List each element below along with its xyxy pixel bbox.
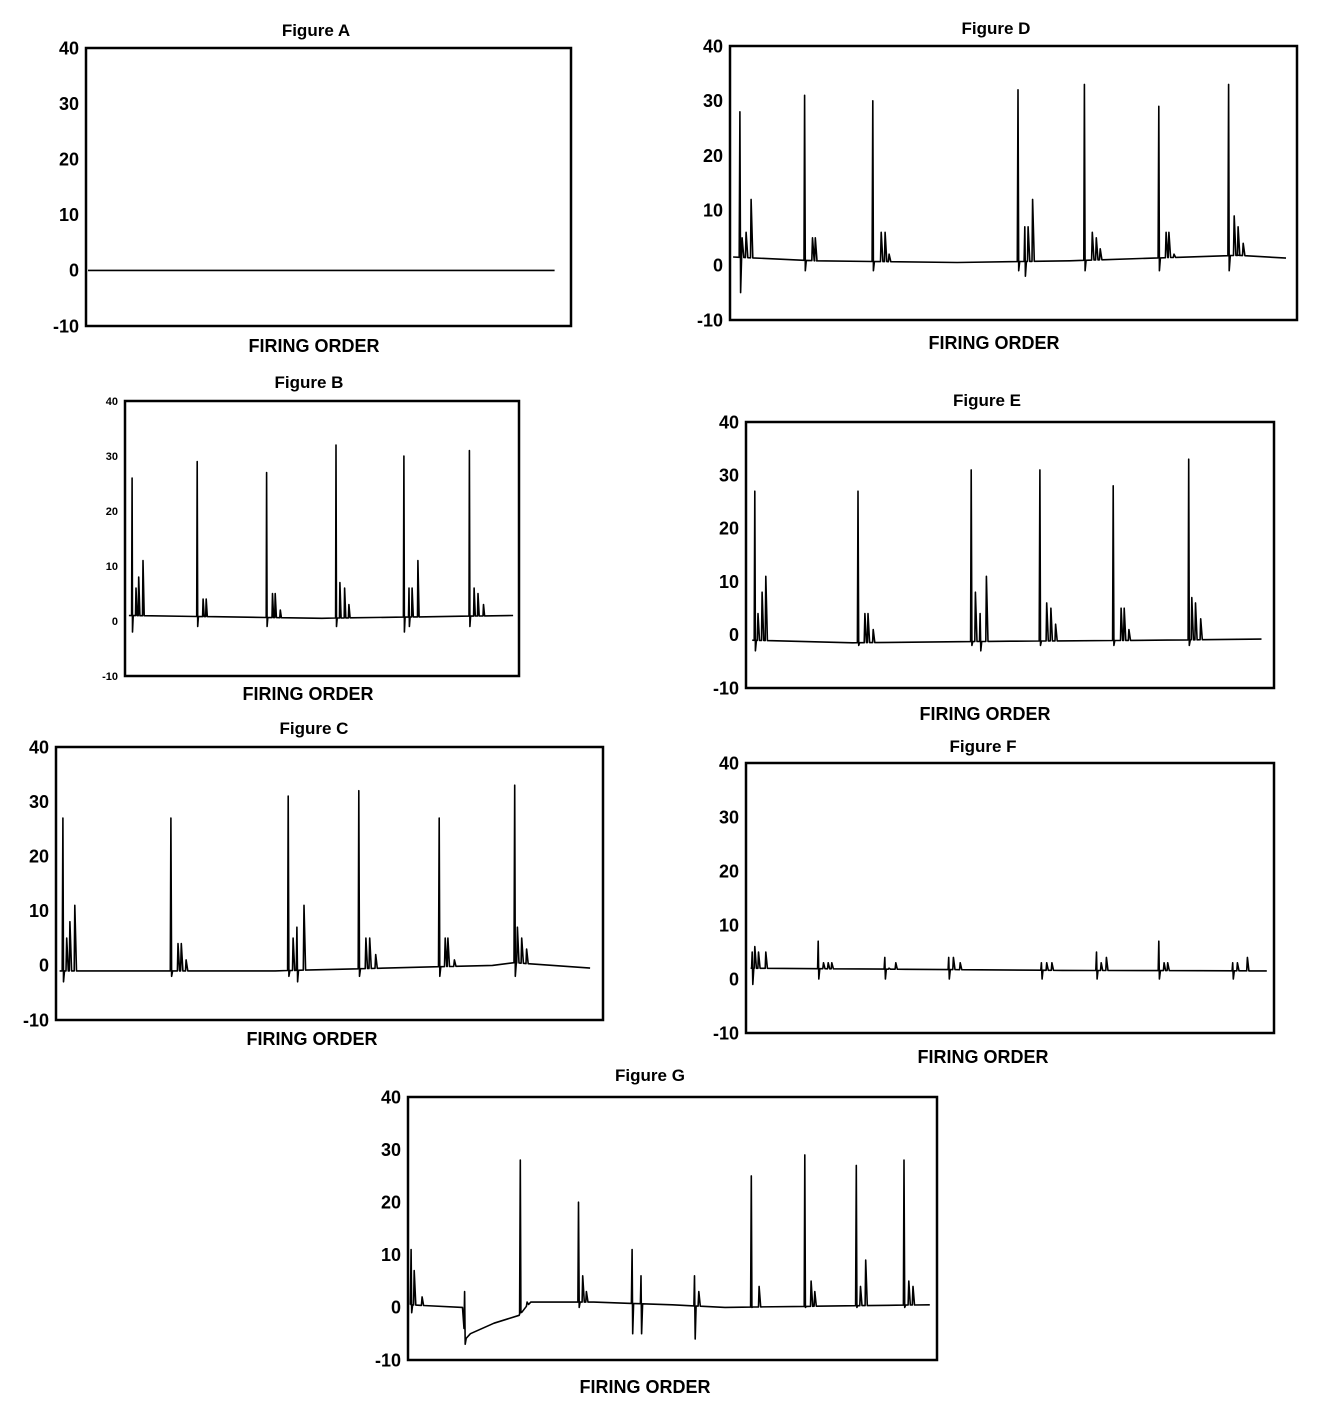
x-axis-label: FIRING ORDER xyxy=(579,1377,710,1397)
waveform-trace xyxy=(59,784,591,983)
y-tick-label: -10 xyxy=(53,316,79,336)
y-tick-label: 40 xyxy=(719,753,739,773)
y-tick-label: 30 xyxy=(719,807,739,827)
figure-title: Figure A xyxy=(282,21,350,40)
plot-frame xyxy=(123,399,521,678)
plot-frame xyxy=(406,1095,939,1362)
figure-title: Figure D xyxy=(962,19,1031,38)
figure-e: Figure E FIRING ORDER 40 30 20 10 0 -10 xyxy=(713,391,1276,724)
waveform-trace xyxy=(752,458,1262,652)
y-tick-label: 40 xyxy=(381,1087,401,1107)
y-tick-label: -10 xyxy=(697,310,723,330)
figure-c: Figure C FIRING ORDER 40 30 20 10 0 -10 xyxy=(23,719,605,1049)
y-tick-label: -10 xyxy=(23,1010,49,1030)
y-tick-label: 0 xyxy=(112,616,118,628)
x-axis-label: FIRING ORDER xyxy=(928,333,1059,353)
figure-title: Figure G xyxy=(615,1066,685,1085)
y-tick-label: 20 xyxy=(719,861,739,881)
x-axis-label: FIRING ORDER xyxy=(919,704,1050,724)
figure-d: Figure D FIRING ORDER 40 30 20 10 0 -10 xyxy=(697,19,1299,353)
y-tick-label: 40 xyxy=(59,38,79,58)
waveform-trace xyxy=(128,444,514,633)
waveform-trace xyxy=(733,83,1287,294)
y-tick-label: 10 xyxy=(29,901,49,921)
figure-title: Figure E xyxy=(953,391,1021,410)
y-tick-label: 40 xyxy=(719,412,739,432)
y-tick-label: -10 xyxy=(102,671,118,683)
x-axis-label: FIRING ORDER xyxy=(917,1047,1048,1067)
y-tick-label: 20 xyxy=(29,847,49,867)
y-tick-label: 40 xyxy=(29,737,49,757)
y-tick-label: 20 xyxy=(59,150,79,170)
plot-frame xyxy=(744,420,1276,690)
y-tick-label: 10 xyxy=(381,1245,401,1265)
waveform-trace xyxy=(409,1154,930,1345)
figure-title: Figure B xyxy=(275,373,344,392)
y-tick-label: 10 xyxy=(703,201,723,221)
plot-frame xyxy=(744,761,1276,1035)
y-tick-label: 30 xyxy=(106,451,118,463)
y-tick-label: 30 xyxy=(29,792,49,812)
y-tick-label: 0 xyxy=(729,969,739,989)
y-tick-label: 10 xyxy=(106,561,118,573)
y-tick-label: -10 xyxy=(713,1023,739,1043)
figure-b: Figure B FIRING ORDER 40 30 20 10 0 -10 xyxy=(102,373,521,704)
y-tick-label: 20 xyxy=(719,519,739,539)
y-tick-label: 30 xyxy=(719,466,739,486)
waveform-trace xyxy=(750,940,1267,986)
y-tick-label: 0 xyxy=(69,261,79,281)
x-axis-label: FIRING ORDER xyxy=(246,1029,377,1049)
figure-f: Figure F FIRING ORDER 40 30 20 10 0 -10 xyxy=(713,737,1276,1067)
plot-frame xyxy=(728,44,1299,322)
figure-title: Figure C xyxy=(280,719,349,738)
y-tick-label: 30 xyxy=(59,94,79,114)
y-tick-label: 0 xyxy=(39,956,49,976)
y-tick-label: 0 xyxy=(391,1298,401,1318)
figure-g: Figure G FIRING ORDER 40 30 20 10 0 -10 xyxy=(375,1066,939,1397)
y-tick-label: 20 xyxy=(703,146,723,166)
y-tick-label: 10 xyxy=(59,205,79,225)
y-tick-label: 40 xyxy=(703,36,723,56)
y-tick-label: 40 xyxy=(106,396,118,408)
y-tick-label: 0 xyxy=(729,625,739,645)
y-tick-label: -10 xyxy=(713,678,739,698)
x-axis-label: FIRING ORDER xyxy=(248,336,379,356)
y-tick-label: -10 xyxy=(375,1350,401,1370)
plot-frame xyxy=(54,745,605,1022)
y-tick-label: 30 xyxy=(703,91,723,111)
x-axis-label: FIRING ORDER xyxy=(242,684,373,704)
y-tick-label: 20 xyxy=(106,506,118,518)
figure-a: Figure A FIRING ORDER 40 30 20 10 0 -10 xyxy=(53,21,573,356)
y-tick-label: 0 xyxy=(713,256,723,276)
figure-title: Figure F xyxy=(949,737,1016,756)
plot-frame xyxy=(84,46,573,328)
y-tick-label: 20 xyxy=(381,1193,401,1213)
y-tick-label: 10 xyxy=(719,572,739,592)
y-tick-label: 30 xyxy=(381,1140,401,1160)
y-tick-label: 10 xyxy=(719,915,739,935)
